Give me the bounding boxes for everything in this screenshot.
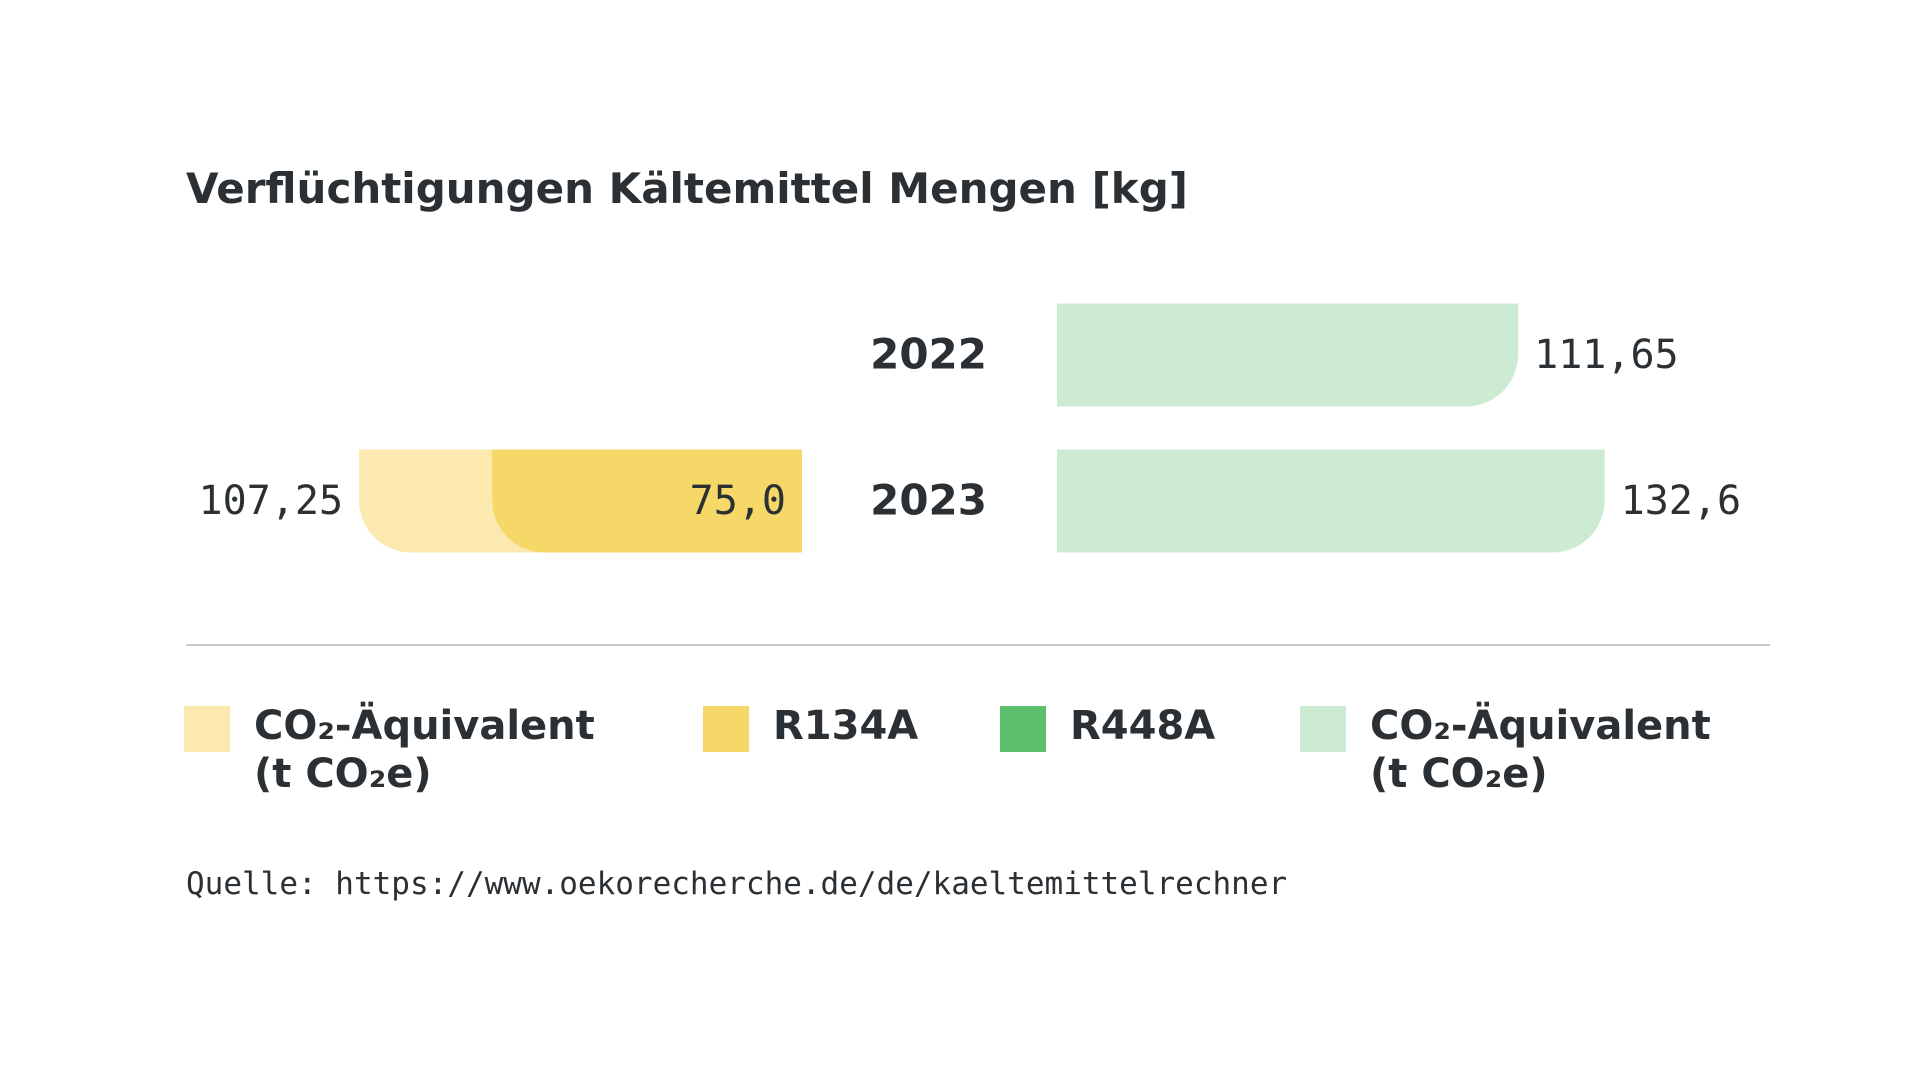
value-label: 132,6 [1621,478,1741,524]
chart-title: Verflüchtigungen Kältemittel Mengen [kg] [186,164,1188,213]
legend-item: CO₂-Äquivalent (t CO₂e) [1300,703,1740,798]
value-label: 75,0 [690,478,786,524]
legend-label: CO₂-Äquivalent (t CO₂e) [1370,703,1711,797]
legend-swatch [184,706,230,752]
legend-label: CO₂-Äquivalent (t CO₂e) [254,703,595,797]
category-label: 2023 [870,476,987,525]
legend-label: R134A [773,703,919,749]
source: Quelle: https://www.oekorecherche.de/de/… [186,866,1288,902]
legend-swatch [703,706,749,752]
legend-swatch [1300,706,1346,752]
legend-label: R448A [1070,703,1216,749]
legend: CO₂-Äquivalent (t CO₂e) R134A R448A CO₂-Äqu… [184,703,1784,816]
category-label: 2022 [870,330,987,379]
legend-item: R134A [703,703,1143,752]
legend-item: CO₂-Äquivalent (t CO₂e) [184,703,624,798]
bar [492,449,802,553]
bar [1057,303,1519,407]
bar [1057,449,1605,553]
value-label: 107,25 [199,478,344,524]
value-label: 111,65 [1534,332,1679,378]
legend-item: R448A [1000,703,1440,752]
legend-swatch [1000,706,1046,752]
